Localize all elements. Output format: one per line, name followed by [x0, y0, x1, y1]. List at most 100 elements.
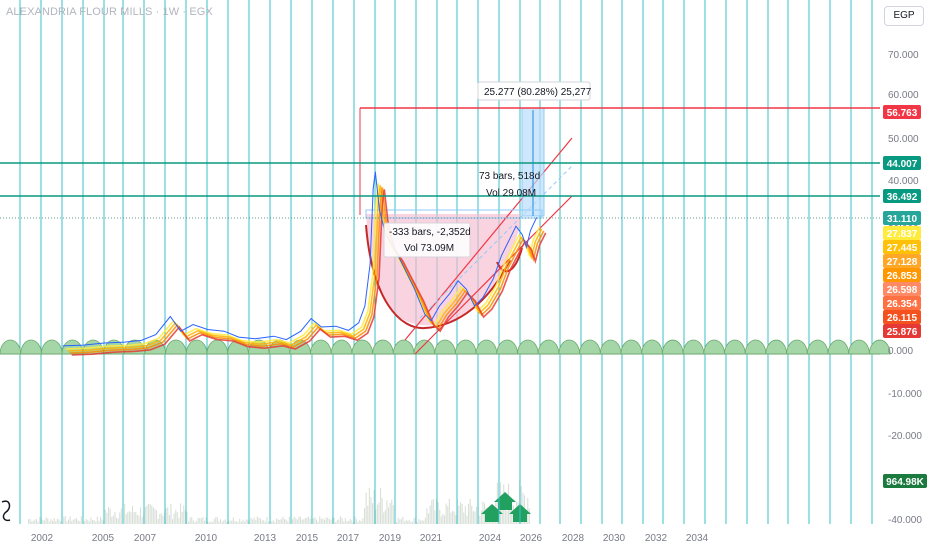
volume-bar: [461, 503, 463, 524]
currency-selector[interactable]: EGP: [884, 6, 924, 26]
volume-bar: [362, 518, 364, 524]
volume-bar: [261, 520, 263, 524]
zero-arc: [868, 339, 891, 355]
y-tick-label: 70.000: [888, 50, 919, 61]
volume-bar: [127, 512, 129, 524]
volume-bar: [279, 519, 281, 524]
tag-last-price-bg: [883, 211, 921, 225]
volume-bar: [208, 521, 210, 524]
channel-mid: [419, 165, 573, 319]
volume-bar: [218, 521, 220, 524]
x-tick-label: 2002: [31, 533, 54, 544]
volume-bar: [429, 505, 431, 524]
y-tick-label: 60.000: [888, 90, 919, 101]
zero-arc: [806, 339, 829, 355]
volume-bar: [220, 519, 222, 524]
volume-bar: [282, 516, 284, 524]
volume-bar: [156, 510, 158, 524]
zero-arc: [558, 339, 581, 355]
volume-bar: [146, 505, 148, 524]
zero-arc: [703, 339, 725, 355]
volume-bar: [29, 518, 31, 524]
x-tick-label: 2026: [520, 533, 543, 544]
volume-bar: [31, 521, 33, 524]
volume-bar: [428, 513, 430, 524]
tag-ma-level-bg: [883, 310, 921, 324]
volume-bar: [104, 509, 106, 524]
tag-ma-level: 26.853: [887, 271, 918, 282]
volume-bar: [192, 520, 194, 524]
volume-bar: [231, 520, 233, 524]
volume-bar: [348, 520, 350, 524]
channel-lower: [414, 195, 573, 355]
volume-bar: [296, 519, 298, 524]
volume-bar: [34, 519, 36, 524]
volume-bar: [386, 500, 388, 524]
volume-bar: [312, 518, 314, 524]
volume-bar: [316, 519, 318, 524]
volume-bar: [341, 518, 343, 524]
volume-bar: [106, 512, 108, 524]
volume-bar: [242, 519, 244, 524]
x-tick-label: 2015: [296, 533, 319, 544]
volume-bar: [295, 518, 297, 524]
volume-bar: [180, 503, 182, 524]
ma-ribbon-line: [65, 183, 541, 350]
volume-bar: [135, 512, 137, 524]
volume-bar: [480, 510, 482, 524]
volume-bar: [172, 519, 174, 524]
volume-bar: [447, 506, 449, 524]
y-tick-label: 0.000: [888, 346, 913, 357]
zero-arc: [537, 339, 560, 355]
volume-bar: [309, 518, 311, 524]
volume-bar: [101, 519, 103, 524]
volume-bar: [200, 518, 202, 524]
volume-bar: [392, 505, 394, 524]
tag-ma-level-bg: [883, 296, 921, 310]
volume-bar: [240, 521, 242, 524]
volume-bar: [32, 520, 34, 524]
volume-bar: [300, 516, 302, 524]
volume-bar: [496, 482, 498, 524]
logo-mark: [1, 500, 11, 522]
volume-bar: [207, 521, 209, 524]
volume-bar: [471, 505, 473, 524]
tag-ma-level-bg: [883, 268, 921, 282]
volume-bar: [45, 517, 47, 524]
volume-bar: [165, 508, 167, 524]
volume-bar: [228, 520, 230, 524]
volume-bar: [445, 503, 447, 524]
volume-bar: [504, 498, 506, 524]
volume-bar: [224, 519, 226, 524]
volume-bar: [221, 521, 223, 524]
measure-left-vol-label: Vol 73.09M: [404, 243, 454, 254]
volume-bar: [416, 522, 418, 524]
volume-bar: [344, 518, 346, 524]
zero-arc: [372, 339, 394, 355]
volume-bar: [124, 503, 126, 524]
volume-bar: [181, 511, 183, 524]
volume-bar: [452, 510, 454, 524]
volume-bar: [287, 521, 289, 524]
volume-bar: [160, 513, 162, 524]
y-tick-label: -40.000: [888, 515, 922, 526]
volume-bar: [112, 515, 114, 524]
volume-bar: [397, 517, 399, 524]
volume-bar: [378, 502, 380, 524]
volume-bar: [244, 521, 246, 524]
zero-arc: [454, 339, 477, 355]
y-tick-label: -10.000: [888, 389, 922, 400]
volume-bar: [479, 515, 481, 524]
volume-bar: [424, 517, 426, 524]
volume-bar: [85, 518, 87, 524]
volume-bar: [359, 519, 361, 524]
volume-bar: [298, 516, 300, 524]
volume-bar: [260, 518, 262, 524]
volume-bar: [98, 520, 100, 524]
volume-bar: [304, 517, 306, 524]
volume-bar: [277, 519, 279, 524]
volume-bar: [79, 521, 81, 524]
volume-bar: [274, 522, 276, 524]
